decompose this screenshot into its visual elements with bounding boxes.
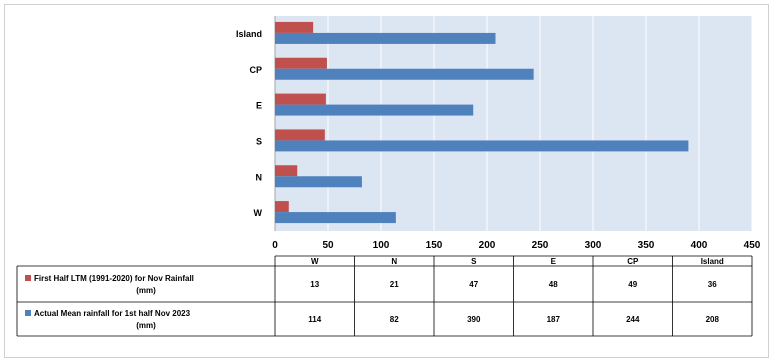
table-header-cell: E <box>551 257 557 266</box>
table-value-cell: 49 <box>628 280 637 289</box>
table-header-cell: N <box>391 257 397 266</box>
table-value-cell: 36 <box>708 280 717 289</box>
x-tick-label: 250 <box>532 240 549 251</box>
bar-actual-island <box>275 32 496 44</box>
x-tick-label: 150 <box>426 240 443 251</box>
bar-actual-n <box>275 176 362 188</box>
bar-ltm-s <box>275 129 325 141</box>
bar-ltm-cp <box>275 57 327 69</box>
x-tick-label: 350 <box>638 240 655 251</box>
x-tick-label: 100 <box>373 240 390 251</box>
x-tick-label: 400 <box>691 240 708 251</box>
bar-ltm-w <box>275 201 289 213</box>
legend-swatch <box>25 310 31 316</box>
table-value-cell: 244 <box>626 315 640 324</box>
x-tick-label: 0 <box>272 240 278 251</box>
x-tick-label: 50 <box>322 240 334 251</box>
bar-actual-s <box>275 140 689 152</box>
legend-swatch <box>25 275 31 281</box>
category-label: Island <box>236 29 262 39</box>
table-value-cell: 82 <box>390 315 399 324</box>
table-value-cell: 390 <box>467 315 481 324</box>
series-label: First Half LTM (1991-2020) for Nov Rainf… <box>34 274 194 283</box>
table-header-cell: CP <box>627 257 639 266</box>
category-label: CP <box>249 65 262 75</box>
table-value-cell: 114 <box>308 315 321 324</box>
table-value-cell: 47 <box>469 280 478 289</box>
series-label: (mm) <box>136 321 156 330</box>
table-header-cell: Island <box>701 257 724 266</box>
x-tick-label: 200 <box>479 240 496 251</box>
table-header-cell: W <box>311 257 319 266</box>
series-label: Actual Mean rainfall for 1st half Nov 20… <box>34 309 191 318</box>
table-value-cell: 13 <box>310 280 319 289</box>
bar-ltm-island <box>275 21 314 33</box>
table-header-cell: S <box>471 257 477 266</box>
bar-actual-cp <box>275 68 534 80</box>
category-label: W <box>254 208 263 218</box>
table-value-cell: 187 <box>547 315 561 324</box>
bar-ltm-e <box>275 93 326 105</box>
series-label: (mm) <box>136 286 156 295</box>
table-value-cell: 208 <box>706 315 720 324</box>
bar-ltm-n <box>275 165 298 177</box>
bar-actual-w <box>275 212 396 224</box>
category-label: S <box>256 136 262 146</box>
category-label: E <box>256 101 262 111</box>
category-label: N <box>256 172 263 182</box>
x-tick-label: 450 <box>744 240 761 251</box>
plot-area <box>275 16 752 231</box>
table-value-cell: 21 <box>390 280 399 289</box>
bar-actual-e <box>275 104 474 116</box>
x-tick-label: 300 <box>585 240 602 251</box>
table-value-cell: 48 <box>549 280 558 289</box>
